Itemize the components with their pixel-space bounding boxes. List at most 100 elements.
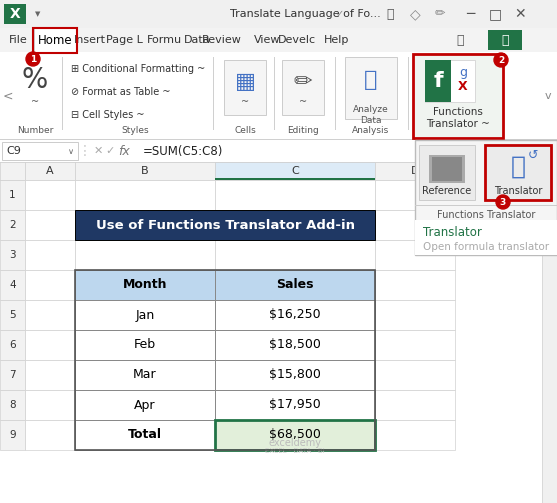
- Bar: [425, 60, 475, 102]
- Text: $68,500: $68,500: [269, 429, 321, 442]
- Bar: [0, 0, 557, 28]
- Bar: [215, 300, 375, 330]
- Text: ↺: ↺: [527, 148, 538, 161]
- Bar: [215, 390, 375, 420]
- Text: 9: 9: [9, 430, 16, 440]
- Text: ⊘ Format as Table ~: ⊘ Format as Table ~: [71, 87, 170, 97]
- Text: $17,950: $17,950: [269, 398, 321, 411]
- Text: 💬: 💬: [456, 34, 464, 46]
- Bar: [25, 210, 75, 240]
- Text: v: v: [545, 91, 551, 101]
- Bar: [0, 270, 25, 300]
- Bar: [0, 330, 25, 360]
- Bar: [0, 162, 557, 163]
- Bar: [215, 180, 375, 210]
- Text: ✏: ✏: [435, 8, 445, 21]
- Text: Insert: Insert: [74, 35, 106, 45]
- Text: Functions: Functions: [433, 107, 483, 117]
- Text: Help: Help: [324, 35, 350, 45]
- Text: Page L: Page L: [106, 35, 143, 45]
- Text: Develc: Develc: [278, 35, 316, 45]
- Text: ~: ~: [299, 97, 307, 107]
- Text: ⊟ Cell Styles ~: ⊟ Cell Styles ~: [71, 110, 144, 120]
- Bar: [75, 162, 215, 180]
- Bar: [0, 162, 25, 180]
- Text: Cells: Cells: [234, 126, 256, 134]
- Bar: [213, 57, 214, 130]
- Text: Use of Functions Translator Add-in: Use of Functions Translator Add-in: [95, 218, 354, 231]
- Text: ⤴: ⤴: [501, 34, 509, 46]
- Text: $16,250: $16,250: [269, 308, 321, 321]
- Bar: [75, 300, 215, 330]
- Text: 🔍: 🔍: [364, 70, 378, 90]
- Bar: [33, 28, 77, 52]
- Bar: [224, 60, 266, 115]
- Text: B: B: [141, 166, 149, 176]
- Bar: [0, 300, 25, 330]
- Text: 3: 3: [9, 250, 16, 260]
- Bar: [75, 210, 375, 240]
- Text: Review: Review: [202, 35, 242, 45]
- Text: Month: Month: [123, 279, 167, 292]
- Text: ─: ─: [466, 7, 474, 21]
- Bar: [485, 145, 551, 200]
- Bar: [0, 28, 557, 29]
- Circle shape: [494, 53, 508, 67]
- Text: g: g: [459, 65, 467, 78]
- Text: A: A: [46, 166, 54, 176]
- Bar: [375, 300, 455, 330]
- Text: View: View: [254, 35, 280, 45]
- Bar: [25, 162, 75, 180]
- Bar: [215, 210, 375, 240]
- Bar: [75, 360, 215, 390]
- Text: 8: 8: [9, 400, 16, 410]
- Bar: [0, 360, 25, 390]
- Text: ▦: ▦: [234, 72, 256, 92]
- Bar: [2, 142, 78, 160]
- Bar: [34, 28, 76, 52]
- Text: ~: ~: [31, 97, 39, 107]
- Text: Translate Language of Fo...: Translate Language of Fo...: [230, 9, 381, 19]
- Bar: [75, 270, 375, 450]
- Text: 4: 4: [9, 280, 16, 290]
- Bar: [375, 240, 455, 270]
- Bar: [75, 270, 215, 300]
- Text: ✓: ✓: [336, 9, 344, 19]
- Text: $18,500: $18,500: [269, 339, 321, 352]
- Text: Functions Translator: Functions Translator: [437, 210, 535, 220]
- Text: Analyze: Analyze: [353, 105, 389, 114]
- Bar: [415, 205, 557, 206]
- Text: <: <: [3, 90, 13, 103]
- Bar: [419, 145, 475, 200]
- Text: ⋮: ⋮: [78, 144, 92, 158]
- Text: 🔍: 🔍: [386, 8, 394, 21]
- Text: ✕: ✕: [514, 7, 526, 21]
- Bar: [4, 4, 26, 24]
- Text: Data: Data: [184, 35, 211, 45]
- Text: 2: 2: [498, 55, 504, 64]
- Bar: [75, 360, 215, 390]
- Text: Mar: Mar: [133, 369, 157, 381]
- Bar: [0, 139, 557, 140]
- Text: C: C: [291, 166, 299, 176]
- Bar: [75, 390, 215, 420]
- Bar: [75, 330, 215, 360]
- Bar: [0, 52, 557, 140]
- Bar: [415, 140, 557, 255]
- Bar: [75, 330, 215, 360]
- Bar: [375, 210, 455, 240]
- Text: ~: ~: [241, 97, 249, 107]
- Text: Jan: Jan: [135, 308, 155, 321]
- Text: fx: fx: [118, 144, 130, 157]
- Bar: [432, 157, 462, 181]
- Bar: [215, 360, 375, 390]
- Text: f: f: [433, 71, 443, 91]
- Bar: [282, 60, 324, 115]
- Text: 5: 5: [9, 310, 16, 320]
- Bar: [215, 390, 375, 420]
- Bar: [375, 270, 455, 300]
- Text: Translator: Translator: [494, 186, 542, 196]
- Circle shape: [26, 52, 40, 66]
- Bar: [75, 180, 215, 210]
- Bar: [375, 390, 455, 420]
